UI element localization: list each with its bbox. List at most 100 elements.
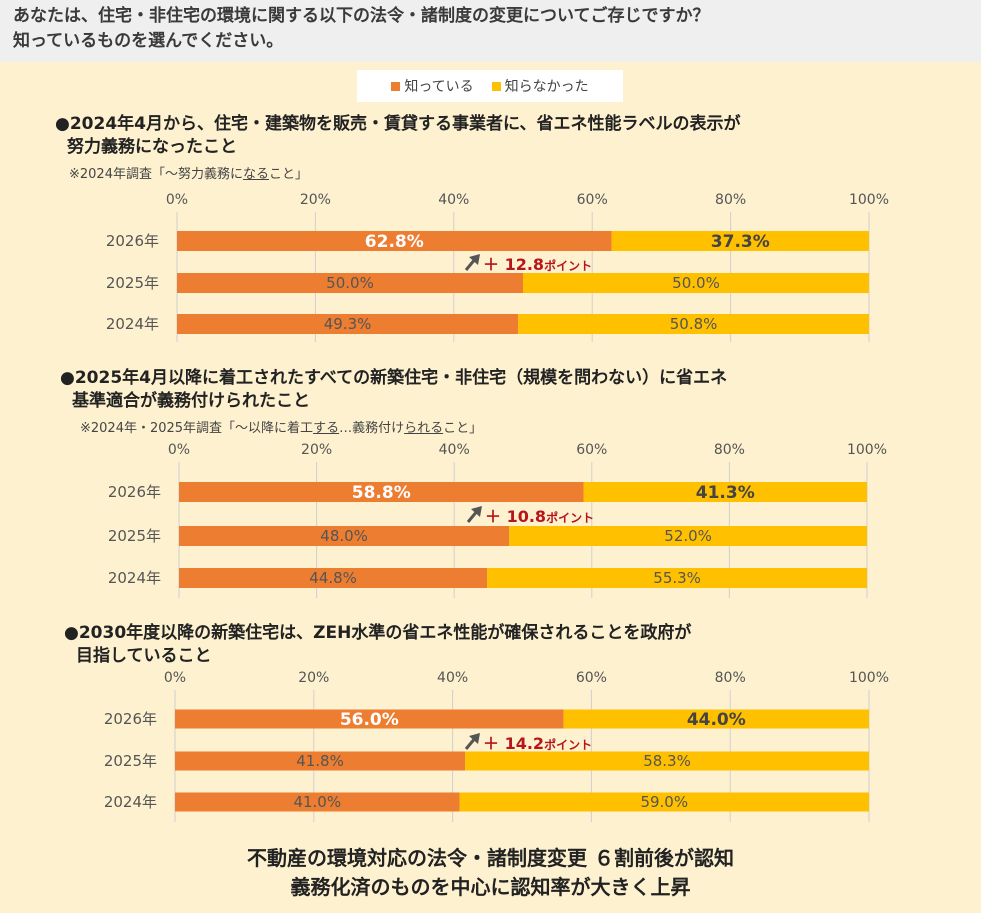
panel-1-note: ※2024年調査「～努力義務になること」: [69, 163, 308, 182]
chart-2-data-label: 48.0%: [320, 527, 368, 545]
question-text: あなたは、住宅・非住宅の環境に関する以下の法令・諸制度の変更についてご存じですか…: [13, 4, 973, 54]
chart-3-data-label: 41.8%: [296, 752, 344, 770]
legend-item-known: 知っている: [391, 76, 474, 96]
chart-2-bar-unknown: [487, 568, 867, 588]
chart-1-data-label: 49.3%: [324, 315, 372, 333]
chart-3-category-label: 2024年: [104, 793, 157, 811]
legend-swatch-unknown: [491, 81, 501, 91]
panel-1-note-part-3: こと」: [269, 167, 309, 182]
chart-2-increase-annotation: ＋ 10.8ポイント: [485, 507, 594, 526]
panel-1-title: ●2024年4月から、住宅・建築物を販売・賃貸する事業者に、省エネ性能ラベルの表…: [55, 113, 740, 159]
panel-2-note-part-1: ※2024年・2025年調査「～以降に着工: [80, 421, 314, 436]
footer-summary: 不動産の環境対応の法令・諸制度変更 ６割前後が認知 義務化済のものを中心に認知率…: [0, 844, 981, 902]
chart-2-category-label: 2026年: [108, 483, 161, 501]
chart-1-data-label: 37.3%: [711, 232, 770, 252]
chart-3-bar-unknown: [563, 709, 869, 729]
chart-3-tick-label: 0%: [164, 670, 186, 686]
chart-2-data-label: 58.8%: [352, 483, 411, 503]
chart-1-increase-unit: ポイント: [544, 258, 592, 273]
chart-2-increase-unit: ポイント: [546, 510, 594, 525]
panel-3-title-line-2: 目指していること: [76, 646, 212, 666]
panel-1-note-part-1: ※2024年調査「～努力義務に: [69, 167, 243, 182]
chart-3-bar-unknown: [459, 792, 869, 812]
chart-2-increase-value: ＋ 10.8: [485, 507, 546, 526]
chart-3-tick-label: 40%: [437, 670, 468, 686]
chart-3-data-label: 44.0%: [687, 710, 746, 730]
chart-2-tick-label: 40%: [439, 442, 470, 458]
panel-2-note-part-4: られる: [404, 421, 444, 436]
chart-1-increase-annotation: ＋ 12.8ポイント: [483, 255, 592, 274]
chart-2-bar-unknown: [583, 482, 867, 502]
panel-1-note-part-2: なる: [242, 167, 269, 182]
chart-1-category-label: 2024年: [106, 315, 159, 333]
chart-1-tick-label: 20%: [300, 192, 331, 208]
chart-3-increase-annotation: ＋ 14.2ポイント: [483, 734, 592, 753]
chart-2-category-label: 2024年: [108, 569, 161, 587]
chart-3-bar-unknown: [465, 751, 869, 771]
chart-2-tick-label: 60%: [576, 442, 607, 458]
legend: 知っている 知らなかった: [357, 70, 623, 102]
legend-label-known: 知っている: [404, 79, 474, 95]
chart-1-data-label: 62.8%: [365, 232, 424, 252]
chart-1-tick-label: 0%: [166, 192, 188, 208]
chart-3-increase-unit: ポイント: [544, 737, 592, 752]
question-header: あなたは、住宅・非住宅の環境に関する以下の法令・諸制度の変更についてご存じですか…: [0, 0, 981, 62]
chart-3-data-label: 58.3%: [643, 752, 691, 770]
chart-3-category-label: 2025年: [104, 752, 157, 770]
panel-2-title-line-2: 基準適合が義務付けられたこと: [72, 391, 310, 411]
chart-3-category-label: 2026年: [104, 710, 157, 728]
chart-3-bar-known: [175, 792, 460, 812]
chart-1-data-label: 50.8%: [670, 315, 718, 333]
chart-2-bar-known: [179, 568, 488, 588]
chart-2-bar-known: [179, 526, 510, 546]
chart-2-tick-label: 0%: [168, 442, 190, 458]
chart-1-bar-known: [177, 231, 612, 251]
chart-3-increase-value: ＋ 14.2: [483, 734, 544, 753]
chart-1-category-label: 2025年: [106, 274, 159, 292]
panel-2-note: ※2024年・2025年調査「～以降に着工する…義務付けられること」: [80, 417, 482, 436]
chart-1-tick-label: 40%: [438, 192, 469, 208]
chart-1-increase-arrow-head-icon: [469, 254, 480, 265]
chart-2-data-label: 55.3%: [653, 569, 701, 587]
chart-3-bar-known: [175, 709, 564, 729]
chart-3-tick-label: 60%: [576, 670, 607, 686]
panel-1-title-line-2: 努力義務になったこと: [67, 137, 237, 157]
chart-1-bar-unknown: [611, 231, 869, 251]
chart-1-bar-unknown: [523, 273, 869, 293]
chart-3-tick-label: 20%: [298, 670, 329, 686]
footer-line-2: 義務化済のものを中心に認知率が大きく上昇: [290, 875, 691, 899]
chart-1-data-label: 50.0%: [672, 274, 720, 292]
legend-item-unknown: 知らなかった: [491, 76, 589, 96]
footer-line-1: 不動産の環境対応の法令・諸制度変更 ６割前後が認知: [247, 846, 734, 870]
panel-1-title-line-1: ●2024年4月から、住宅・建築物を販売・賃貸する事業者に、省エネ性能ラベルの表…: [55, 114, 741, 134]
chart-1-bar-unknown: [518, 314, 869, 334]
chart-3-tick-label: 80%: [715, 670, 746, 686]
question-line-2: 知っているものを選んでください。: [13, 31, 284, 51]
chart-2-tick-label: 80%: [714, 442, 745, 458]
chart-1-bar-known: [177, 314, 519, 334]
chart-3-increase-arrow-head-icon: [469, 733, 480, 744]
chart-1-tick-label: 80%: [715, 192, 746, 208]
legend-label-unknown: 知らなかった: [504, 79, 589, 95]
panel-2-note-part-3: …義務付け: [339, 421, 405, 436]
chart-1-bar-known: [177, 273, 523, 293]
chart-3-tick-label: 100%: [849, 670, 889, 686]
chart-1-category-label: 2026年: [106, 232, 159, 250]
chart-2-increase-arrow-head-icon: [471, 506, 482, 517]
chart-2-data-label: 41.3%: [696, 483, 755, 503]
chart-1-increase-value: ＋ 12.8: [483, 255, 544, 274]
chart-3-data-label: 56.0%: [340, 710, 399, 730]
chart-3-data-label: 59.0%: [640, 793, 688, 811]
chart-2-data-label: 52.0%: [664, 527, 712, 545]
panel-2-note-part-5: こと」: [443, 421, 483, 436]
legend-swatch-known: [391, 81, 401, 91]
chart-2-tick-label: 20%: [301, 442, 332, 458]
chart-1-tick-label: 60%: [577, 192, 608, 208]
chart-2-tick-label: 100%: [847, 442, 887, 458]
question-line-1: あなたは、住宅・非住宅の環境に関する以下の法令・諸制度の変更についてご存じですか…: [13, 6, 710, 26]
chart-1-tick-label: 100%: [849, 192, 889, 208]
chart-2-data-label: 44.8%: [309, 569, 357, 587]
panel-2-note-part-2: する: [313, 421, 340, 436]
panel-3-title-line-1: ●2030年度以降の新築住宅は、ZEH水準の省エネ性能が確保されることを政府が: [64, 623, 692, 643]
